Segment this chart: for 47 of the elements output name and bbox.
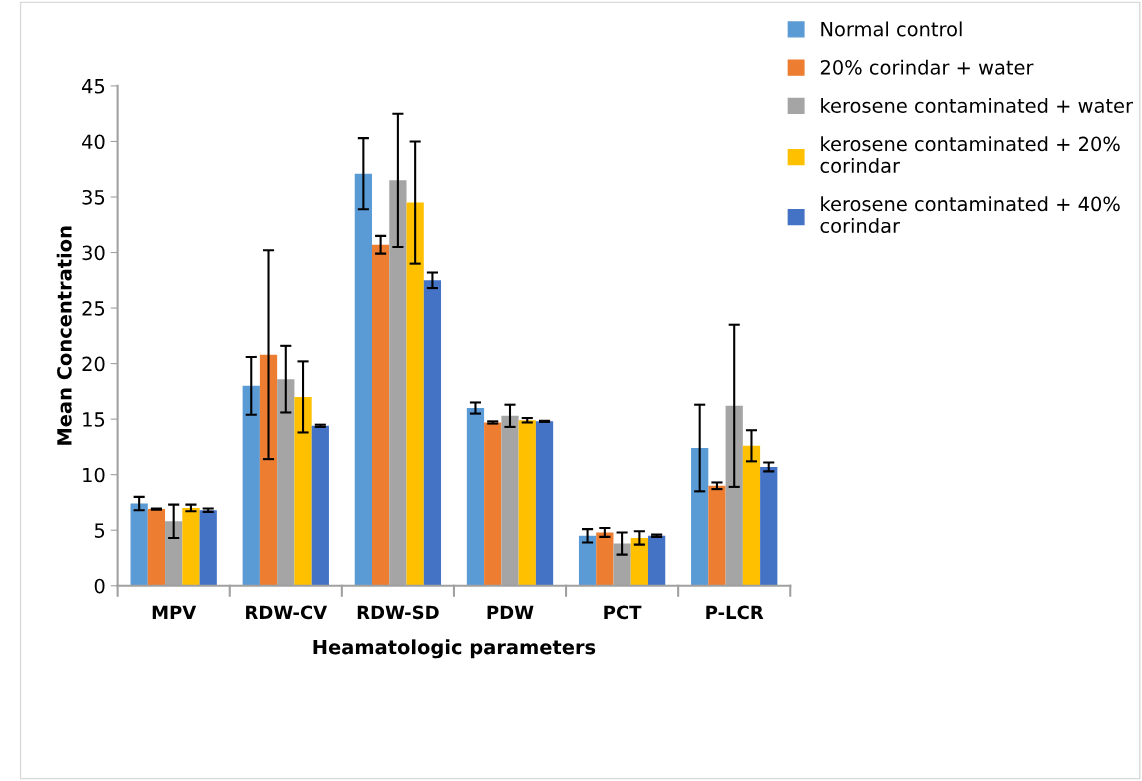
- bar: [596, 532, 614, 586]
- y-tick-label: 10: [83, 467, 105, 483]
- x-tick-label: PDW: [487, 605, 534, 619]
- y-tick-label: 0: [94, 578, 105, 594]
- bar: [535, 421, 554, 586]
- y-axis-title: Mean Concentration: [56, 226, 72, 445]
- bar: [242, 385, 260, 586]
- y-tick-label: 30: [82, 245, 105, 261]
- legend-label: kerosene contaminated + water: [821, 97, 1134, 113]
- bar: [484, 422, 502, 586]
- bar: [199, 510, 217, 586]
- legend-label: kerosene contaminated + 20% corindar: [820, 136, 1120, 174]
- y-tick-label: 35: [82, 189, 105, 205]
- bar: [354, 173, 372, 586]
- x-tick-label: RDW-SD: [357, 605, 439, 620]
- bar: [742, 445, 761, 586]
- bar: [691, 448, 709, 586]
- legend-label: Normal control: [821, 21, 962, 37]
- bar: [147, 509, 166, 586]
- x-tick-label: PCT: [604, 605, 642, 620]
- x-tick-label: MPV: [152, 605, 197, 619]
- y-tick-label: 25: [82, 301, 105, 316]
- bar: [630, 537, 648, 586]
- y-tick-label: 15: [83, 412, 105, 427]
- bar: [518, 420, 536, 586]
- bar: [466, 408, 485, 586]
- y-tick-label: 45: [82, 79, 105, 94]
- y-tick-label: 20: [82, 356, 105, 372]
- bar: [708, 485, 726, 586]
- bar: [648, 535, 666, 586]
- y-tick-label: 5: [94, 523, 105, 538]
- bar: [760, 466, 778, 586]
- bar: [182, 508, 200, 586]
- y-tick-label: 40: [82, 134, 105, 150]
- x-tick-label: RDW-CV: [246, 605, 328, 620]
- x-axis-title: Heamatologic parameters: [313, 639, 596, 659]
- legend-label: kerosene contaminated + 40% corindar: [820, 196, 1120, 234]
- bar: [259, 354, 278, 586]
- bar: [372, 244, 390, 586]
- bar: [423, 280, 442, 586]
- bar: [406, 202, 424, 586]
- bar: [311, 425, 329, 586]
- bar: [294, 396, 312, 586]
- legend-label: 20% corindar + water: [820, 59, 1034, 75]
- bar: [578, 535, 597, 586]
- bar: [130, 503, 148, 586]
- x-tick-label: P-LCR: [706, 605, 764, 620]
